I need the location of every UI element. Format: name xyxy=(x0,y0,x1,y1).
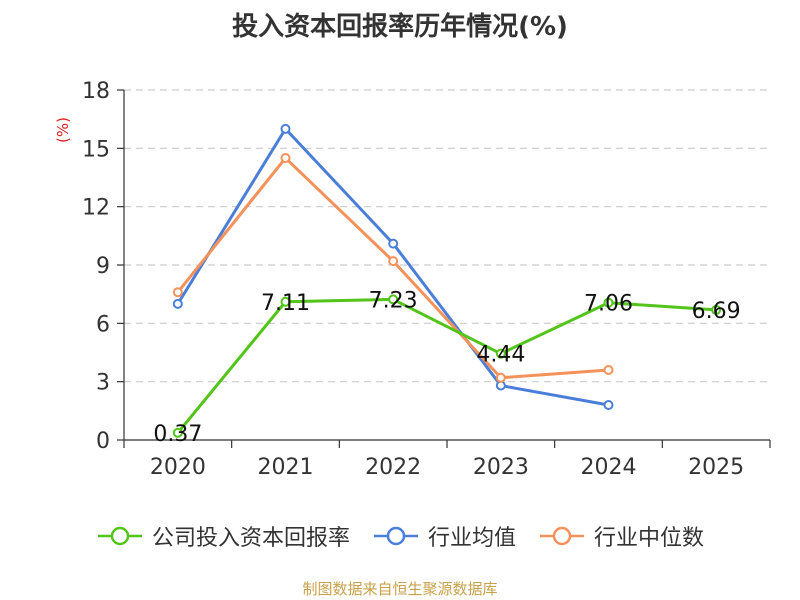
legend-item-company[interactable]: 公司投入资本回报率 xyxy=(96,520,350,552)
data-label-2023: 4.44 xyxy=(476,343,525,368)
data-label-2025: 6.69 xyxy=(692,299,741,324)
point-2-2020 xyxy=(172,287,183,298)
x-tick-label-2023: 2023 xyxy=(473,455,529,480)
point-1-2022 xyxy=(388,238,399,249)
legend-marker-company xyxy=(97,526,142,546)
point-0-2022 xyxy=(388,294,399,305)
point-2-2021 xyxy=(280,153,291,164)
data-label-2021: 7.11 xyxy=(261,291,310,316)
data-labels: 0.37 7.11 7.23 4.44 7.06 6.69 xyxy=(153,288,740,446)
data-label-2022: 7.23 xyxy=(369,288,418,313)
legend: 公司投入资本回报率 行业均值 行业中位数 xyxy=(0,520,800,552)
x-tick-label-2020: 2020 xyxy=(150,455,206,480)
series-line-1 xyxy=(176,127,609,407)
legend-label-industry-mean: 行业均值 xyxy=(427,526,516,551)
legend-marker-industry-mean xyxy=(373,526,418,546)
series-line-2 xyxy=(176,156,609,380)
x-tick-label-2024: 2024 xyxy=(581,455,637,480)
point-1-2020 xyxy=(172,298,183,309)
legend-label-company: 公司投入资本回报率 xyxy=(151,526,350,551)
y-tick-label-15: 15 xyxy=(82,137,110,162)
y-axis-label: (%) xyxy=(54,117,72,143)
y-tick-label-6: 6 xyxy=(96,312,110,337)
point-1-2024 xyxy=(603,400,614,410)
y-tick-label-3: 3 xyxy=(96,371,110,396)
series xyxy=(172,123,722,438)
point-2-2022 xyxy=(388,256,399,267)
point-2-2023 xyxy=(495,372,506,383)
data-label-2024: 7.06 xyxy=(584,292,633,317)
legend-marker-industry-median xyxy=(540,526,584,546)
data-label-2020: 0.37 xyxy=(153,422,202,447)
point-0-2024 xyxy=(603,297,614,308)
x-tick-label-2025: 2025 xyxy=(688,455,744,480)
x-tick-label-2021: 2021 xyxy=(258,455,314,480)
source-note: 制图数据来自恒生聚源数据库 xyxy=(302,580,498,598)
chart-title: 投入资本回报率历年情况(%) xyxy=(232,12,568,42)
y-tick-label-18: 18 xyxy=(82,79,110,104)
point-0-2025 xyxy=(711,304,722,315)
y-tick-label-12: 12 xyxy=(82,196,110,221)
y-tick-label-9: 9 xyxy=(96,254,110,279)
point-0-2023 xyxy=(495,348,506,359)
legend-item-industry-median[interactable]: 行业中位数 xyxy=(538,520,704,552)
legend-item-industry-mean[interactable]: 行业均值 xyxy=(372,520,516,552)
legend-label-industry-median: 行业中位数 xyxy=(594,526,705,551)
point-2-2024 xyxy=(603,365,614,375)
point-0-2020 xyxy=(172,427,183,438)
series-line-0 xyxy=(176,297,717,434)
point-1-2021 xyxy=(280,123,291,134)
x-tick-label-2022: 2022 xyxy=(365,455,421,480)
y-tick-label-0: 0 xyxy=(96,429,110,454)
axes: 0 3 6 9 12 15 18 (%) 2020 2021 2022 2023 2024 2025 xyxy=(54,79,771,480)
point-0-2021 xyxy=(280,296,291,307)
